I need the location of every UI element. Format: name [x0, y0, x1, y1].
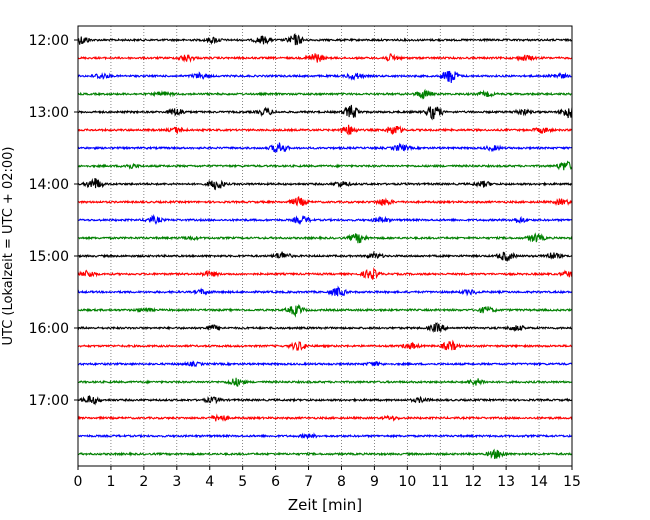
trace-row-1615 — [77, 339, 573, 351]
trace-row-1700 — [77, 394, 573, 406]
y-tick-label: 12:00 — [29, 33, 69, 49]
trace-row-1430 — [77, 213, 573, 225]
trace-row-1715 — [77, 413, 573, 422]
y-tick-label: 13:00 — [29, 105, 69, 121]
trace-row-1745 — [77, 448, 573, 460]
x-tick-label: 11 — [431, 474, 449, 490]
trace-row-1545 — [77, 303, 573, 318]
trace-row-1500 — [77, 250, 573, 262]
x-tick-label: 7 — [304, 474, 313, 490]
x-tick-label: 0 — [74, 474, 83, 490]
trace-row-1330 — [77, 142, 573, 153]
x-tick-label: 13 — [497, 474, 515, 490]
y-tick-label: 17:00 — [29, 393, 69, 409]
trace-series — [77, 33, 573, 460]
x-tick-label: 9 — [370, 474, 379, 490]
trace-row-1230 — [77, 70, 573, 83]
trace-row-1315 — [77, 124, 573, 136]
trace-row-1245 — [77, 88, 573, 100]
x-tick-label: 2 — [139, 474, 148, 490]
vertical-grid — [110, 26, 540, 466]
x-tick-label: 6 — [271, 474, 280, 490]
plot-frame — [77, 25, 573, 467]
x-tick-label: 1 — [106, 474, 115, 490]
trace-row-1345 — [77, 160, 573, 171]
x-tick-label: 5 — [238, 474, 247, 490]
x-axis-label: Zeit [min] — [288, 496, 362, 514]
trace-row-1215 — [77, 53, 573, 64]
trace-row-1515 — [77, 266, 573, 281]
trace-row-1600 — [77, 322, 573, 333]
trace-row-1645 — [77, 377, 573, 387]
y-tick-label: 14:00 — [29, 177, 69, 193]
trace-row-1730 — [77, 432, 573, 440]
trace-row-1445 — [77, 232, 573, 244]
x-tick-label: 15 — [563, 474, 581, 490]
trace-row-1530 — [77, 285, 573, 297]
x-tick-label: 12 — [464, 474, 482, 490]
x-tick-label: 10 — [398, 474, 416, 490]
trace-row-1415 — [77, 195, 573, 207]
y-tick-label: 16:00 — [29, 321, 69, 337]
x-tick-label: 14 — [530, 474, 548, 490]
x-tick-label: 8 — [337, 474, 346, 490]
x-tick-label: 4 — [205, 474, 214, 490]
trace-row-1630 — [77, 360, 573, 368]
trace-row-1300 — [77, 104, 573, 121]
y-axis-label: UTC (Lokalzeit = UTC + 02:00) — [1, 147, 16, 346]
x-tick-label: 3 — [172, 474, 181, 490]
trace-row-1200 — [77, 33, 573, 46]
x-axis-ticks: 0 1 2 3 4 5 6 7 8 9 10 11 12 13 14 15 — [74, 466, 581, 490]
y-axis-ticks: 12:00 13:00 14:00 15:00 16:00 17:00 — [29, 33, 78, 409]
y-tick-label: 15:00 — [29, 249, 69, 265]
trace-row-1400 — [77, 177, 573, 191]
